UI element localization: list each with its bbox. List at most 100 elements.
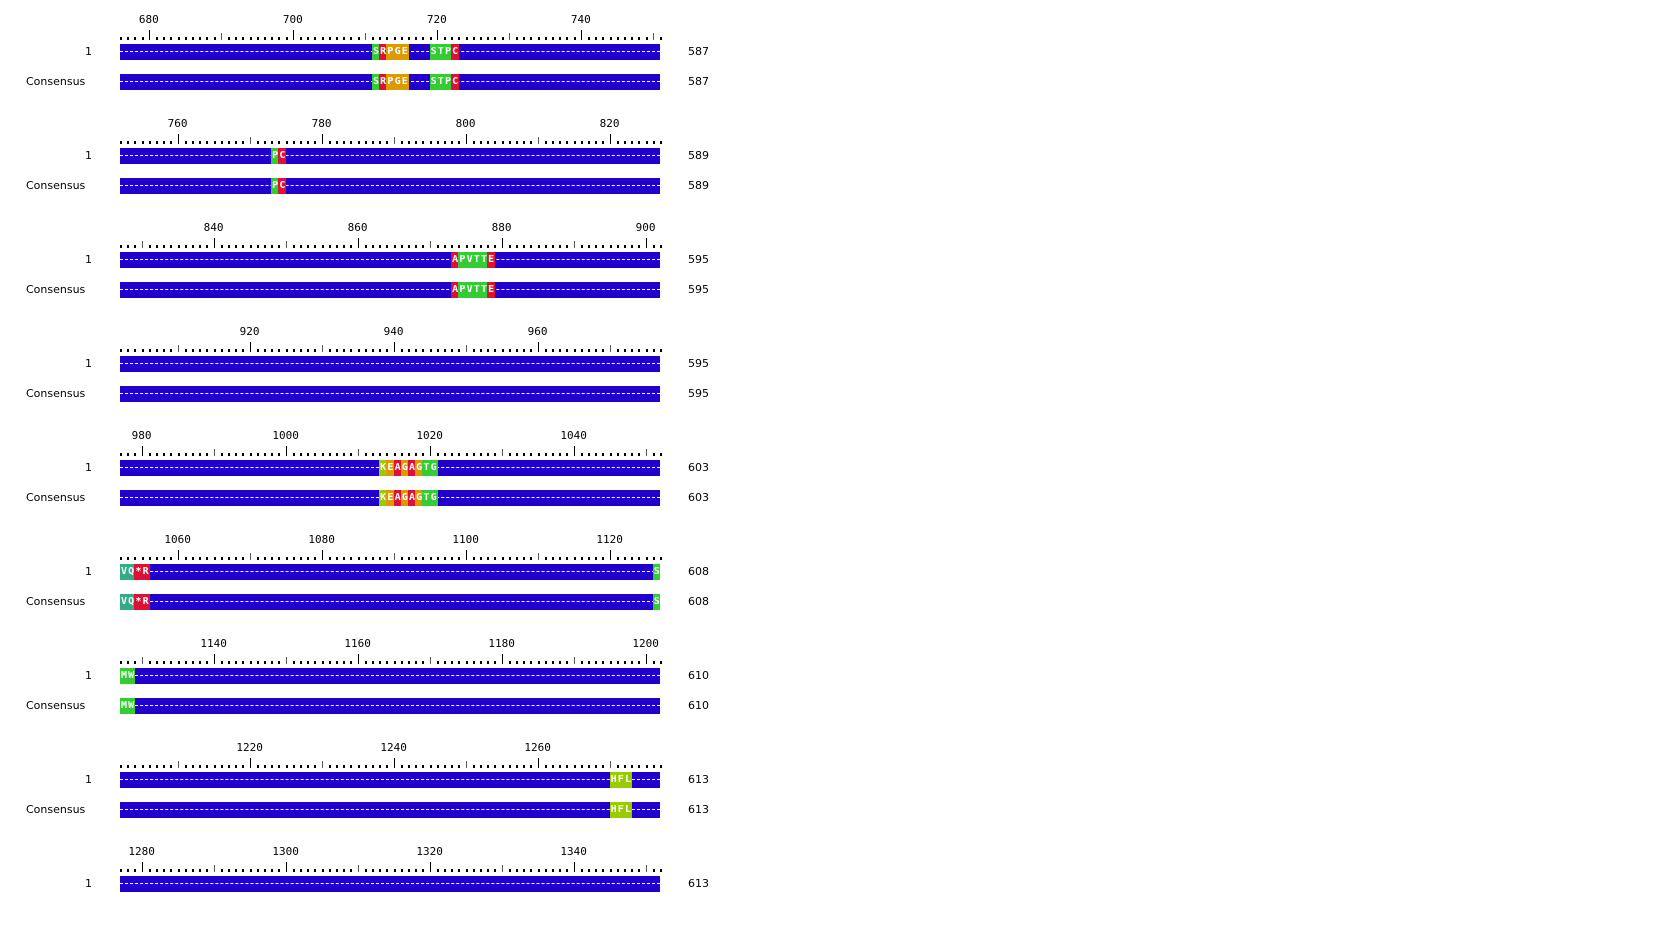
ruler-tick bbox=[631, 557, 634, 560]
ruler-tick bbox=[163, 661, 166, 664]
ruler-tick bbox=[530, 141, 533, 144]
ruler-position-label: 720 bbox=[426, 13, 447, 26]
ruler-tick bbox=[156, 349, 158, 352]
residue-cell: A bbox=[408, 460, 416, 476]
ruler-tick bbox=[523, 661, 526, 664]
ruler-tick bbox=[235, 37, 238, 40]
sequence-track[interactable] bbox=[120, 356, 660, 372]
ruler-tick bbox=[249, 453, 252, 456]
ruler-tick bbox=[508, 869, 511, 872]
ruler-tick bbox=[530, 245, 533, 248]
gap-line bbox=[120, 259, 660, 260]
ruler-tick bbox=[494, 661, 497, 664]
ruler-tick bbox=[487, 453, 490, 456]
alignment-block: 920 940 960 1 595 Consensus 595 bbox=[0, 316, 760, 422]
ruler-tick bbox=[170, 37, 173, 40]
ruler-tick bbox=[451, 37, 454, 40]
sequence-track[interactable]: V Q * R S bbox=[120, 564, 660, 580]
ruler-tick bbox=[271, 557, 274, 560]
residue-cell: K bbox=[379, 490, 388, 506]
ruler-tick bbox=[148, 765, 151, 768]
ruler-tick bbox=[386, 141, 389, 144]
residue-cell: R bbox=[379, 44, 388, 60]
ruler-tick bbox=[220, 245, 223, 248]
ruler-tick bbox=[429, 657, 431, 664]
ruler-tick bbox=[472, 453, 475, 456]
ruler-tick bbox=[206, 349, 209, 352]
ruler-tick bbox=[400, 245, 403, 248]
consensus-name: Consensus bbox=[26, 803, 86, 816]
ruler-tick bbox=[314, 661, 317, 664]
consensus-track[interactable]: V Q * R S bbox=[120, 594, 660, 610]
ruler-tick bbox=[530, 557, 533, 560]
ruler-tick bbox=[206, 37, 209, 40]
ruler-tick bbox=[487, 661, 490, 664]
ruler-tick bbox=[249, 245, 252, 248]
residue-cell: A bbox=[393, 490, 402, 506]
ruler-tick bbox=[516, 557, 518, 560]
ruler-tick bbox=[321, 761, 323, 768]
ruler-tick bbox=[566, 141, 569, 144]
residue-count: 613 bbox=[688, 877, 709, 890]
ruler-tick bbox=[228, 245, 230, 248]
ruler-tick bbox=[552, 661, 554, 664]
ruler-tick bbox=[148, 869, 151, 872]
ruler-tick bbox=[285, 241, 287, 248]
ruler-tick bbox=[328, 349, 331, 352]
ruler-tick bbox=[631, 349, 634, 352]
ruler-tick bbox=[220, 869, 223, 872]
ruler-tick bbox=[530, 349, 533, 352]
ruler-tick bbox=[372, 453, 374, 456]
residue-cell: G bbox=[400, 460, 409, 476]
sequence-track[interactable] bbox=[120, 876, 660, 892]
ruler-tick bbox=[652, 141, 655, 144]
alignment-block: 1060 1080 1100 1120 1 V Q * R S 608 Consensus V Q * R S 6… bbox=[0, 524, 760, 630]
ruler-tick bbox=[379, 37, 382, 40]
ruler-tick bbox=[336, 661, 338, 664]
ruler-tick bbox=[530, 765, 533, 768]
residue-cell: P bbox=[386, 44, 395, 60]
ruler-tick bbox=[422, 141, 425, 144]
ruler-tick bbox=[148, 661, 151, 664]
ruler-tick bbox=[609, 37, 612, 40]
ruler-tick bbox=[465, 453, 468, 456]
ruler-position-label: 940 bbox=[383, 325, 404, 338]
ruler-tick bbox=[408, 141, 410, 144]
ruler-tick bbox=[458, 765, 461, 768]
ruler-tick bbox=[264, 869, 266, 872]
ruler-tick bbox=[544, 37, 547, 40]
ruler-position-label: 1080 bbox=[308, 533, 335, 546]
ruler-tick bbox=[566, 37, 569, 40]
ruler-position-label: 980 bbox=[131, 429, 152, 442]
ruler-tick bbox=[472, 661, 475, 664]
consensus-track[interactable] bbox=[120, 386, 660, 402]
ruler-tick bbox=[235, 453, 238, 456]
ruler-tick bbox=[652, 869, 655, 872]
alignment-block: 760 780 800 820 1 P C 589 Consensus P C 589 bbox=[0, 108, 760, 214]
ruler-tick bbox=[343, 141, 346, 144]
ruler-tick bbox=[300, 765, 302, 768]
residue-cell: P bbox=[271, 178, 280, 194]
ruler-tick bbox=[314, 141, 317, 144]
ruler-tick bbox=[292, 453, 295, 456]
ruler-tick bbox=[494, 557, 497, 560]
ruler-position-label: 1000 bbox=[272, 429, 299, 442]
ruler-tick bbox=[321, 453, 324, 456]
ruler-tick bbox=[408, 869, 410, 872]
ruler-tick bbox=[206, 141, 209, 144]
position-ruler: 1220 1240 1260 bbox=[120, 742, 662, 768]
ruler-tick bbox=[422, 245, 425, 248]
ruler-tick bbox=[631, 37, 634, 40]
